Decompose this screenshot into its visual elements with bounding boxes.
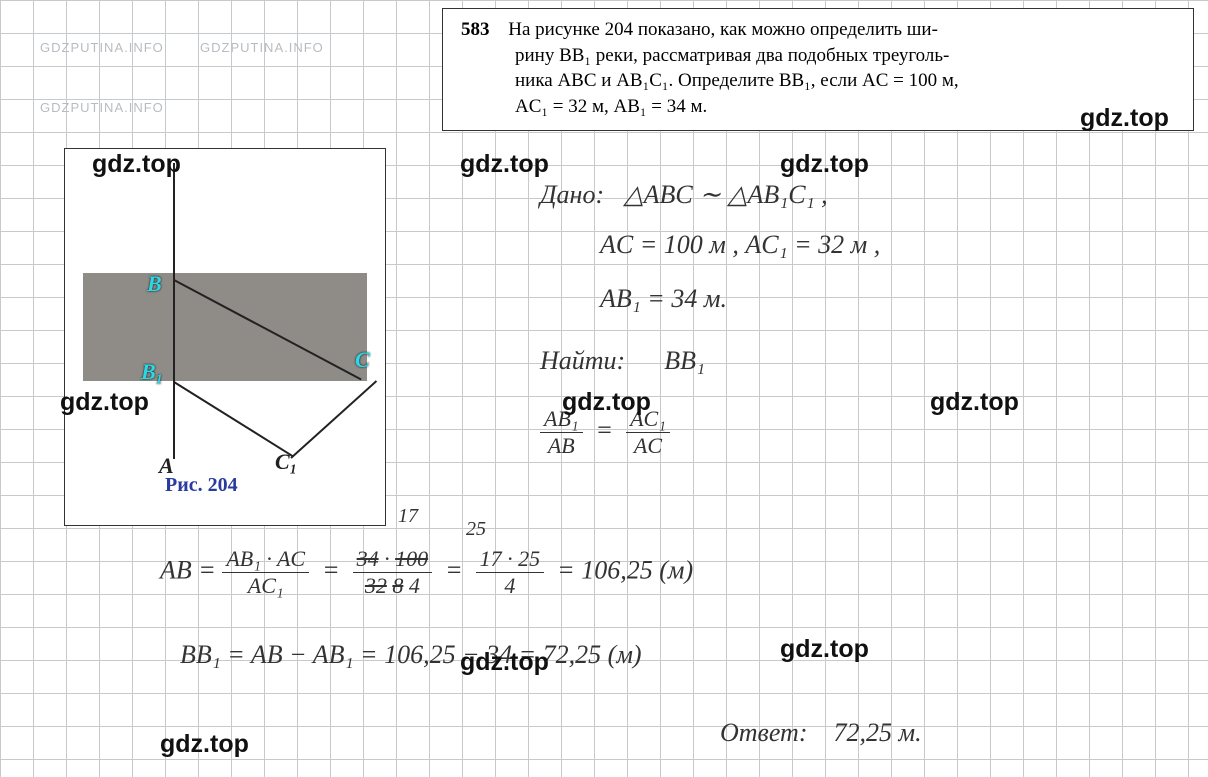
problem-number: 583 — [461, 19, 490, 40]
faint-watermark: GDZPUTINA.INFO — [40, 100, 164, 115]
watermark: gdz.top — [460, 648, 549, 677]
problem-line: рину BB₁ реки, рассматривая два подобных… — [461, 43, 1175, 69]
watermark: gdz.top — [60, 388, 149, 417]
given-label: Дано: △ABC ∼ △AB₁C₁ , — [540, 180, 828, 210]
given-line: AC = 100 м , AC₁ = 32 м , — [600, 230, 880, 260]
river-band — [83, 273, 367, 381]
figure-caption: Рис. 204 — [165, 474, 238, 497]
point-B1: B₁ — [141, 359, 163, 385]
cancel-small-25: 25 — [466, 518, 486, 541]
line-AC1-right — [290, 380, 377, 458]
line-AC1-left — [173, 381, 293, 457]
given-line: AB₁ = 34 м. — [600, 284, 727, 314]
point-C1: C₁ — [275, 449, 297, 475]
point-C: C — [355, 347, 370, 373]
bb1-line: BB₁ = AB − AB₁ = 106,25 − 34 = 72,25 (м) — [180, 640, 642, 670]
problem-line: AC₁ = 32 м, AB₁ = 34 м. — [461, 94, 1175, 120]
ab-computation: AB = AB₁ · ACAC₁ = 34 · 100 32 8 4 = 17 … — [160, 548, 693, 597]
cancel-small-17: 17 — [398, 505, 418, 528]
find-label: Найти: BB₁ — [540, 346, 705, 376]
faint-watermark: GDZPUTINA.INFO — [40, 40, 164, 55]
answer-line: Ответ: 72,25 м. — [720, 718, 922, 748]
point-B: B — [147, 271, 162, 297]
watermark: gdz.top — [562, 388, 651, 417]
watermark: gdz.top — [930, 388, 1019, 417]
faint-watermark: GDZPUTINA.INFO — [200, 40, 324, 55]
watermark: gdz.top — [160, 730, 249, 759]
watermark: gdz.top — [460, 150, 549, 179]
watermark: gdz.top — [780, 150, 869, 179]
line-AB — [173, 163, 175, 459]
watermark: gdz.top — [1080, 104, 1169, 133]
figure-204: B B₁ C A C₁ Рис. 204 — [64, 148, 386, 526]
problem-line: ника ABC и AB₁C₁. Определите BB₁, если A… — [461, 68, 1175, 94]
watermark: gdz.top — [92, 150, 181, 179]
watermark: gdz.top — [780, 635, 869, 664]
problem-line: На рисунке 204 показано, как можно опред… — [508, 19, 938, 40]
